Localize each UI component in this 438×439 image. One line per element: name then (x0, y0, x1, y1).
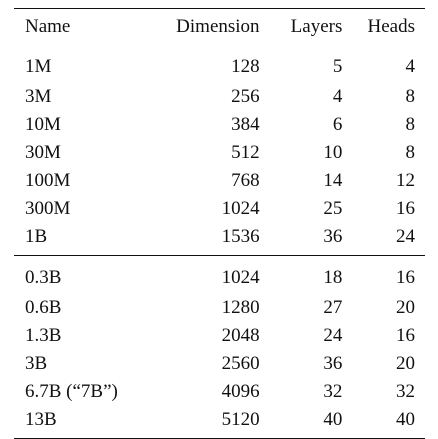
table-row: 0.3B 1024 18 16 (14, 255, 425, 295)
column-header-dimension: Dimension (176, 16, 260, 37)
cell-heads: 8 (405, 114, 416, 135)
table-header: Name Dimension Layers Heads (14, 8, 425, 46)
cell-layers: 36 (323, 226, 343, 247)
cell-layers: 6 (332, 114, 343, 135)
table-row: 13B 5120 40 40 (14, 406, 425, 439)
cell-dimension: 768 (231, 170, 260, 191)
table-row: 3M 256 4 8 (14, 83, 425, 111)
cell-name: 30M (25, 142, 61, 163)
cell-layers: 40 (323, 409, 343, 430)
model-config-table: Name Dimension Layers Heads 1M 128 5 4 3M 256… (14, 8, 425, 439)
table-row: 0.6B 1280 27 20 (14, 294, 425, 322)
table-row: 30M 512 10 8 (14, 139, 425, 167)
cell-name: 300M (25, 198, 71, 219)
cell-dimension: 1024 (221, 198, 260, 219)
cell-heads: 16 (396, 198, 415, 219)
cell-name: 3B (25, 353, 48, 374)
column-header-layers: Layers (290, 16, 343, 37)
cell-name: 3M (25, 86, 52, 107)
table-row: 1B 1536 36 24 (14, 223, 425, 256)
table-row: 1.3B 2048 24 16 (14, 322, 425, 350)
cell-layers: 32 (323, 381, 343, 402)
model-config-table-container: Name Dimension Layers Heads 1M 128 5 4 3M 256… (14, 8, 425, 439)
cell-dimension: 256 (231, 86, 260, 107)
cell-layers: 27 (323, 297, 343, 318)
table-row: 10M 384 6 8 (14, 111, 425, 139)
cell-layers: 36 (323, 353, 343, 374)
cell-layers: 5 (332, 56, 343, 77)
cell-heads: 20 (396, 297, 415, 318)
cell-heads: 24 (396, 226, 415, 247)
cell-dimension: 2048 (221, 325, 260, 346)
cell-dimension: 512 (231, 142, 260, 163)
cell-name: 1M (25, 56, 52, 77)
cell-dimension: 2560 (221, 353, 260, 374)
cell-dimension: 1536 (221, 226, 260, 247)
cell-heads: 16 (396, 325, 415, 346)
cell-name: 1B (25, 226, 48, 247)
table-row: 3B 2560 36 20 (14, 350, 425, 378)
cell-dimension: 5120 (221, 409, 260, 430)
column-header-name: Name (25, 16, 71, 37)
column-header-heads: Heads (367, 16, 415, 37)
cell-dimension: 384 (231, 114, 260, 135)
cell-heads: 40 (396, 409, 415, 430)
cell-name: 13B (25, 409, 57, 430)
cell-heads: 4 (405, 56, 416, 77)
cell-name: 0.3B (25, 267, 62, 288)
cell-heads: 20 (396, 353, 415, 374)
cell-name: 10M (25, 114, 61, 135)
header-row: Name Dimension Layers Heads (14, 8, 425, 46)
cell-heads: 16 (396, 267, 415, 288)
cell-dimension: 1024 (221, 267, 260, 288)
cell-layers: 18 (323, 267, 343, 288)
table-row: 300M 1024 25 16 (14, 195, 425, 223)
cell-dimension: 1280 (221, 297, 260, 318)
table-row: 6.7B (“7B”) 4096 32 32 (14, 378, 425, 406)
cell-heads: 32 (396, 381, 415, 402)
cell-name: 6.7B (“7B”) (25, 381, 118, 402)
cell-layers: 10 (323, 142, 343, 163)
cell-layers: 14 (323, 170, 343, 191)
cell-name: 1.3B (25, 325, 62, 346)
table-row: 1M 128 5 4 (14, 45, 425, 83)
table-row: 100M 768 14 12 (14, 167, 425, 195)
cell-heads: 8 (405, 86, 416, 107)
cell-layers: 24 (323, 325, 343, 346)
cell-dimension: 4096 (221, 381, 260, 402)
cell-name: 0.6B (25, 297, 62, 318)
cell-layers: 4 (332, 86, 343, 107)
cell-layers: 25 (323, 198, 343, 219)
table-body: 1M 128 5 4 3M 256 4 8 10M 384 6 8 30M 512 10 8 100M 768 14… (14, 45, 425, 439)
cell-name: 100M (25, 170, 71, 191)
cell-heads: 8 (405, 142, 416, 163)
cell-heads: 12 (396, 170, 415, 191)
cell-dimension: 128 (231, 56, 260, 77)
